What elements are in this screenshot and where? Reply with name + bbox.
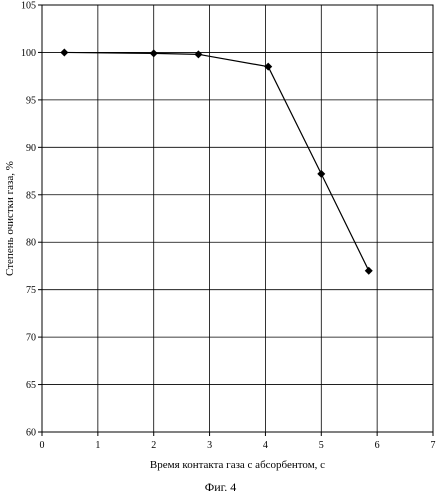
data-point-marker	[365, 267, 373, 275]
y-tick-label: 85	[26, 190, 36, 201]
figure-caption: Фиг. 4	[0, 480, 441, 495]
x-axis-title: Время контакта газа с абсорбентом, с	[150, 459, 325, 471]
series-layer	[60, 48, 372, 274]
y-tick-label: 65	[26, 380, 36, 391]
data-point-marker	[150, 49, 158, 57]
grid-lines	[42, 5, 433, 432]
plot-area	[42, 5, 433, 432]
y-tick-label: 80	[26, 238, 36, 249]
data-point-marker	[60, 48, 68, 56]
x-tick-label: 6	[375, 440, 380, 451]
series-line	[64, 52, 368, 270]
x-tick-label: 3	[207, 440, 212, 451]
x-tick-label: 2	[151, 440, 156, 451]
y-tick-label: 100	[21, 48, 36, 59]
x-tick-label: 5	[319, 440, 324, 451]
y-tick-label: 95	[26, 95, 36, 106]
data-point-marker	[194, 50, 202, 58]
y-tick-label: 75	[26, 285, 36, 296]
x-tick-label: 4	[263, 440, 268, 451]
x-tick-label: 1	[95, 440, 100, 451]
y-axis-title: Степень очистки газа, %	[4, 161, 16, 276]
x-tick-label: 7	[431, 440, 436, 451]
y-tick-label: 60	[26, 428, 36, 439]
y-tick-label: 105	[21, 1, 36, 12]
data-point-marker	[317, 170, 325, 178]
x-axis-ticks: 0 1 2 3 4 5 6 7	[40, 432, 436, 451]
y-tick-label: 90	[26, 143, 36, 154]
x-tick-label: 0	[40, 440, 45, 451]
y-tick-label: 70	[26, 333, 36, 344]
y-axis-ticks: 60 65 70 75 80 85 90 95 100 105	[21, 1, 42, 439]
